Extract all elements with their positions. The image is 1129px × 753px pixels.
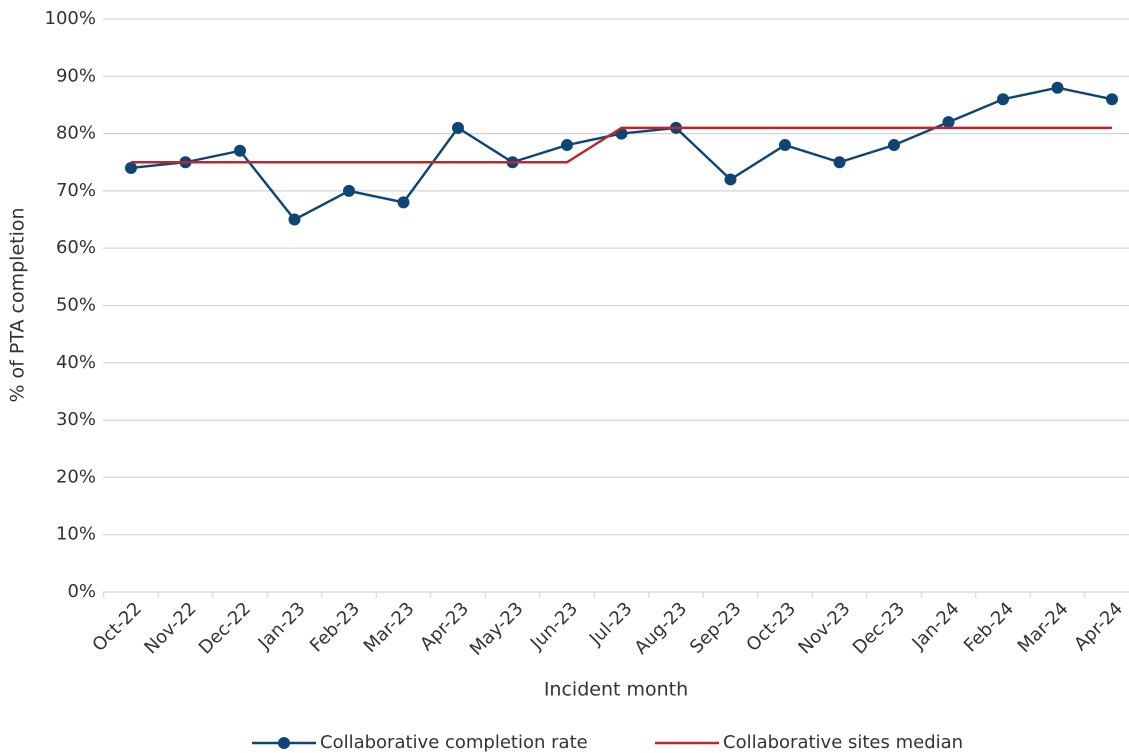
- point: [561, 139, 573, 152]
- x-tick-label: Oct-22: [88, 598, 146, 656]
- point: [452, 121, 464, 134]
- y-tick-label: 50%: [56, 295, 96, 316]
- legend-label: Collaborative sites median: [723, 732, 963, 753]
- series-line: [131, 126, 1112, 164]
- y-tick-label: 20%: [56, 466, 96, 487]
- y-tick-label: 60%: [56, 237, 96, 258]
- y-tick-label: 40%: [56, 352, 96, 373]
- x-tick-label: Jan-23: [254, 598, 310, 654]
- point: [288, 213, 301, 226]
- x-tick-label: Jan-24: [908, 598, 964, 654]
- x-tick-label: Nov-23: [794, 598, 854, 658]
- point: [888, 139, 900, 152]
- y-tick-label: 30%: [56, 409, 96, 430]
- x-tick-label: May-23: [466, 598, 528, 660]
- point: [397, 196, 410, 209]
- point: [234, 144, 246, 157]
- x-tick-label: Dec-23: [849, 598, 909, 658]
- x-tick-label: Jul-23: [585, 598, 637, 650]
- x-tick-label: Aug-23: [631, 598, 691, 658]
- legend-marker: [278, 737, 290, 749]
- x-tick-label: Feb-23: [306, 598, 364, 656]
- y-tick-label: 0%: [67, 581, 96, 602]
- y-tick-label: 100%: [45, 8, 96, 29]
- y-tick-label: 90%: [56, 65, 96, 86]
- x-tick-label: Oct-23: [742, 598, 800, 656]
- legend-label: Collaborative completion rate: [320, 732, 588, 753]
- y-tick-label: 70%: [56, 180, 96, 201]
- point: [1106, 93, 1118, 106]
- point: [343, 184, 355, 197]
- x-tick-label: Feb-24: [960, 598, 1018, 656]
- y-tick-label: 80%: [56, 123, 96, 144]
- y-tick-label: 10%: [56, 524, 96, 545]
- x-tick-label: Jun-23: [526, 598, 582, 654]
- x-tick-label: Mar-24: [1014, 598, 1073, 657]
- x-tick-label: Dec-22: [195, 598, 255, 658]
- x-tick-label: Nov-22: [140, 598, 200, 658]
- x-tick-label: Apr-23: [416, 598, 473, 655]
- point: [1051, 81, 1064, 94]
- point: [724, 173, 737, 186]
- x-axis-label: Incident month: [544, 679, 688, 701]
- point: [833, 156, 846, 169]
- point: [779, 139, 791, 152]
- point: [125, 161, 137, 174]
- x-tick-label: Mar-23: [360, 598, 419, 657]
- point: [997, 93, 1009, 106]
- x-tick-label: Sep-23: [686, 598, 746, 658]
- x-tick-label: Apr-24: [1070, 598, 1127, 655]
- point: [942, 116, 955, 129]
- y-axis-label: % of PTA completion: [7, 207, 29, 402]
- series-line: [130, 86, 1113, 222]
